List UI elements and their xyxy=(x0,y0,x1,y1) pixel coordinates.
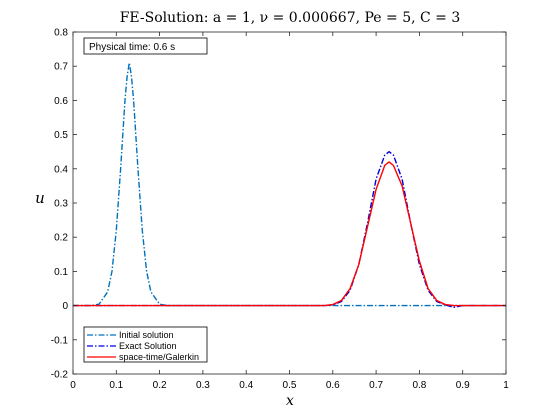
y-tick-label: 0.2 xyxy=(54,233,68,244)
y-tick-label: 0.8 xyxy=(54,28,68,39)
plot-area: 0 0.1 0.2 0.3 0.4 0.5 0.6 0.7 0.8 0.9 1 -0.2 -0.1 0 0.… xyxy=(51,28,509,392)
legend-entry-exact: Exact Solution xyxy=(87,341,177,351)
physical-time-label: Physical time: 0.6 s xyxy=(89,42,175,53)
x-tick-label: 0.5 xyxy=(283,380,297,391)
x-tick-label: 0.4 xyxy=(239,380,253,391)
x-tick-label: 1 xyxy=(503,380,509,391)
y-tick-label: 0.1 xyxy=(54,267,68,278)
x-tick-label: 0 xyxy=(70,380,76,391)
y-tick-label: 0.6 xyxy=(54,96,68,107)
series-galerkin xyxy=(73,161,506,307)
legend-frame xyxy=(83,326,208,363)
y-tick-label: 0.7 xyxy=(54,62,68,73)
x-axis-label: x xyxy=(286,393,294,409)
y-tick-label: 0 xyxy=(62,301,68,312)
y-axis-label: u xyxy=(35,189,45,207)
y-tick-label: 0.5 xyxy=(54,130,68,141)
legend: Initial solution Exact Solution space-ti… xyxy=(83,326,208,363)
y-tick-label: -0.2 xyxy=(51,370,69,381)
legend-label-exact: Exact Solution xyxy=(119,341,177,351)
x-tick-label: 0.7 xyxy=(369,380,383,391)
tick-layer: 0 0.1 0.2 0.3 0.4 0.5 0.6 0.7 0.8 0.9 1 -0.2 -0.1 0 0.… xyxy=(51,28,509,392)
legend-entry-initial: Initial solution xyxy=(87,330,174,340)
x-tick-label: 0.6 xyxy=(326,380,340,391)
x-tick-label: 0.2 xyxy=(153,380,167,391)
x-tick-label: 0.1 xyxy=(109,380,123,391)
legend-label-initial: Initial solution xyxy=(119,330,174,340)
legend-label-galerkin: space-time/Galerkin xyxy=(119,352,199,362)
annotation-frame xyxy=(83,37,208,55)
x-tick-label: 0.8 xyxy=(412,380,426,391)
legend-entry-galerkin: space-time/Galerkin xyxy=(87,352,199,362)
plot-background xyxy=(73,32,506,374)
x-tick-label: 0.3 xyxy=(196,380,210,391)
y-tick-label: 0.4 xyxy=(54,164,68,175)
chart-title: FE-Solution: a = 1, ν = 0.000667, Pe = 5… xyxy=(120,10,461,26)
annotation-box: Physical time: 0.6 s xyxy=(83,37,208,55)
y-tick-label: 0.3 xyxy=(54,199,68,210)
y-tick-label: -0.1 xyxy=(51,335,69,346)
x-tick-label: 0.9 xyxy=(456,380,470,391)
series-layer xyxy=(73,62,506,309)
